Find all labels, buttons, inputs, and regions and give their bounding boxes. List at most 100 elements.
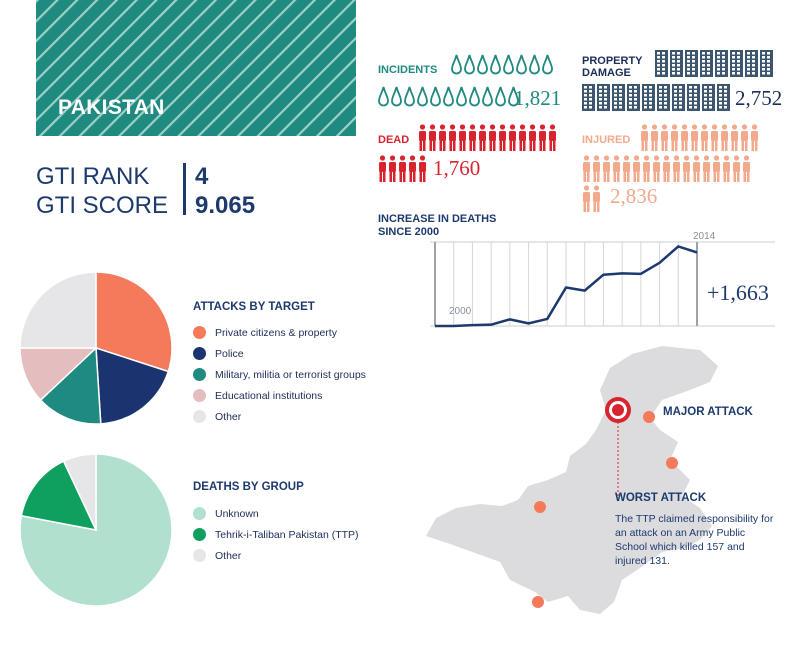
legend-label: Police: [215, 347, 244, 360]
person-icon: [583, 185, 590, 212]
incidents-icons-row1: [451, 54, 553, 78]
country-banner: PAKISTAN: [36, 0, 356, 136]
country-shape: [426, 346, 718, 614]
injured-icons-row3: [582, 185, 601, 215]
legend-item-educational: Educational institutions: [193, 385, 366, 406]
person-icon: [613, 155, 620, 182]
person-icon: [519, 124, 526, 151]
hatch-pattern: [36, 0, 356, 136]
person-icon: [701, 124, 708, 151]
drop-icon: [516, 54, 527, 75]
property-damage-label: PROPERTY DAMAGE: [582, 55, 643, 79]
person-icon: [681, 124, 688, 151]
building-icon: [597, 84, 610, 111]
injured-label: INJURED: [582, 134, 631, 146]
pie-slice: [62, 453, 97, 531]
person-icon: [661, 124, 668, 151]
drop-icon: [443, 86, 454, 107]
drop-icon: [456, 86, 467, 107]
drop-icon: [529, 54, 540, 75]
drop-icon: [417, 86, 428, 107]
drop-icon: [542, 54, 553, 75]
person-icon: [751, 124, 758, 151]
person-icon: [743, 155, 750, 182]
building-icon: [582, 84, 595, 111]
pakistan-map: [426, 346, 718, 614]
building-icon: [687, 84, 700, 111]
gti-rank-value: 4: [195, 163, 209, 190]
drop-icon: [490, 54, 501, 75]
drop-icon: [503, 54, 514, 75]
person-icon: [653, 155, 660, 182]
person-icon: [539, 124, 546, 151]
deaths-by-group-title: DEATHS BY GROUP: [193, 481, 304, 493]
person-icon: [683, 155, 690, 182]
legend-dot: [193, 326, 206, 339]
person-icon: [429, 124, 436, 151]
drop-icon: [469, 86, 480, 107]
legend-dot: [193, 528, 206, 541]
worst-attack-marker-inner: [612, 404, 624, 416]
person-icon: [529, 124, 536, 151]
drop-icon: [378, 86, 389, 107]
dead-label: DEAD: [378, 134, 410, 146]
major-attack-marker: [534, 501, 546, 513]
building-icon: [730, 50, 743, 77]
building-icon: [760, 50, 773, 77]
dead-icons-row2: [378, 155, 427, 185]
incidents-icons-row2: [378, 86, 519, 110]
person-icon: [723, 155, 730, 182]
person-icon: [419, 124, 426, 151]
drop-icon: [495, 86, 506, 107]
legend-dot: [193, 389, 206, 402]
person-icon: [439, 124, 446, 151]
pie-slice: [20, 460, 98, 532]
person-icon: [449, 124, 456, 151]
person-icon: [671, 124, 678, 151]
legend-item-other-group: Other: [193, 545, 359, 566]
person-icon: [509, 124, 516, 151]
drop-icon: [404, 86, 415, 107]
building-icon: [657, 84, 670, 111]
legend-label: Military, militia or terrorist groups: [215, 368, 366, 381]
drop-icon: [430, 86, 441, 107]
property-icons-row1: [655, 50, 773, 78]
injured-icons-row1: [640, 124, 759, 154]
deaths-series-line: [435, 245, 698, 328]
x-tick-label: 2014: [693, 231, 716, 242]
person-icon: [479, 124, 486, 151]
pie-slice: [19, 271, 97, 349]
person-icon: [691, 124, 698, 151]
person-icon: [409, 155, 416, 182]
person-icon: [379, 155, 386, 182]
major-attack-marker: [643, 411, 655, 423]
major-attack-label: MAJOR ATTACK: [663, 406, 753, 418]
legend-label: Other: [215, 410, 242, 423]
person-icon: [673, 155, 680, 182]
legend-label: Tehrik-i-Taliban Pakistan (TTP): [215, 528, 359, 541]
building-icon: [670, 50, 683, 77]
property-damage-value: 2,752: [735, 86, 783, 110]
building-icon: [700, 50, 713, 77]
deaths-by-group-pie: [19, 453, 173, 607]
attacks-by-target-pie: [19, 271, 173, 425]
legend-label: Other: [215, 549, 242, 562]
dead-value: 1,760: [433, 156, 481, 180]
person-icon: [389, 155, 396, 182]
person-icon: [399, 155, 406, 182]
person-icon: [731, 124, 738, 151]
legend-dot: [193, 410, 206, 423]
pie-slice: [95, 271, 173, 373]
person-icon: [643, 155, 650, 182]
person-icon: [713, 155, 720, 182]
country-title: PAKISTAN: [58, 96, 165, 119]
legend-item-other: Other: [193, 406, 366, 427]
building-icon: [702, 84, 715, 111]
building-icon: [627, 84, 640, 111]
legend-item-private: Private citizens & property: [193, 322, 366, 343]
person-icon: [703, 155, 710, 182]
drop-icon: [508, 86, 519, 107]
person-icon: [419, 155, 426, 182]
legend-dot: [193, 549, 206, 562]
person-icon: [593, 155, 600, 182]
